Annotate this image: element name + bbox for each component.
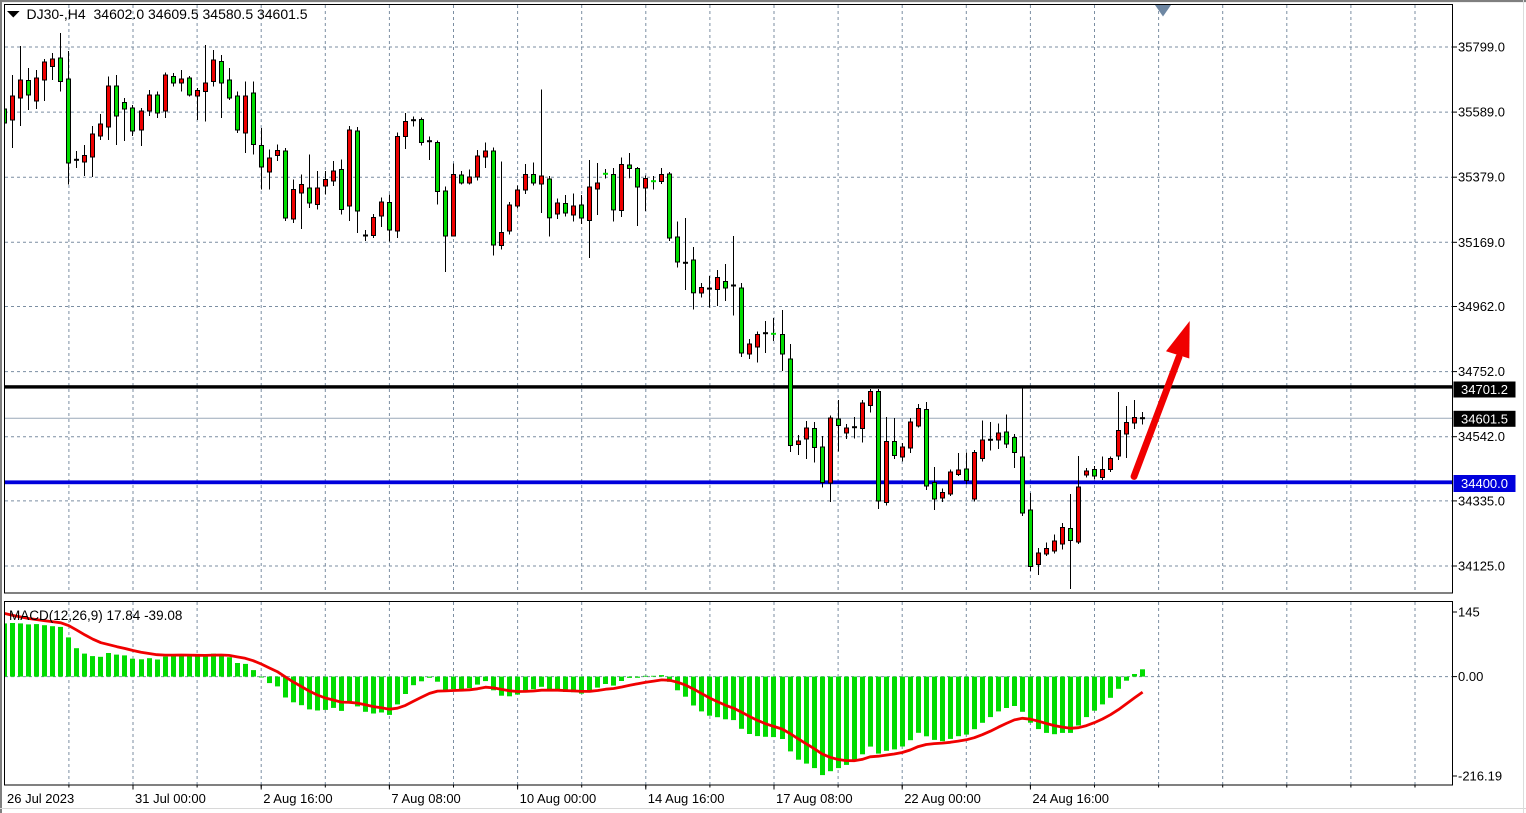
svg-text:10 Aug 00:00: 10 Aug 00:00 <box>520 791 597 806</box>
svg-text:26 Jul 2023: 26 Jul 2023 <box>7 791 74 806</box>
svg-text:MACD(12,26,9) 17.84 -39.08: MACD(12,26,9) 17.84 -39.08 <box>9 608 182 623</box>
svg-text:0.00: 0.00 <box>1458 669 1483 684</box>
svg-text:24 Aug 16:00: 24 Aug 16:00 <box>1032 791 1109 806</box>
svg-text:34335.0: 34335.0 <box>1458 493 1505 508</box>
svg-text:-216.19: -216.19 <box>1458 769 1502 784</box>
svg-text:2 Aug 16:00: 2 Aug 16:00 <box>263 791 332 806</box>
svg-text:35379.0: 35379.0 <box>1458 170 1505 185</box>
svg-text:31 Jul 00:00: 31 Jul 00:00 <box>135 791 206 806</box>
svg-text:34125.0: 34125.0 <box>1458 559 1505 574</box>
svg-text:35589.0: 35589.0 <box>1458 105 1505 120</box>
svg-text:34701.2: 34701.2 <box>1461 382 1508 397</box>
svg-text:34601.5: 34601.5 <box>1461 411 1508 426</box>
svg-text:34400.0: 34400.0 <box>1461 476 1508 491</box>
svg-text:34542.0: 34542.0 <box>1458 429 1505 444</box>
svg-text:22 Aug 00:00: 22 Aug 00:00 <box>904 791 981 806</box>
svg-text:34962.0: 34962.0 <box>1458 299 1505 314</box>
svg-text:17 Aug 08:00: 17 Aug 08:00 <box>776 791 853 806</box>
svg-text:35799.0: 35799.0 <box>1458 40 1505 55</box>
svg-text:145: 145 <box>1458 605 1480 620</box>
svg-text:DJ30-,H4: DJ30-,H4 <box>27 6 86 22</box>
svg-text:35169.0: 35169.0 <box>1458 235 1505 250</box>
svg-text:34602.0 34609.5 34580.5 34601.: 34602.0 34609.5 34580.5 34601.5 <box>94 6 308 22</box>
svg-text:34752.0: 34752.0 <box>1458 364 1505 379</box>
svg-text:14 Aug 16:00: 14 Aug 16:00 <box>648 791 725 806</box>
svg-text:7 Aug 08:00: 7 Aug 08:00 <box>391 791 460 806</box>
